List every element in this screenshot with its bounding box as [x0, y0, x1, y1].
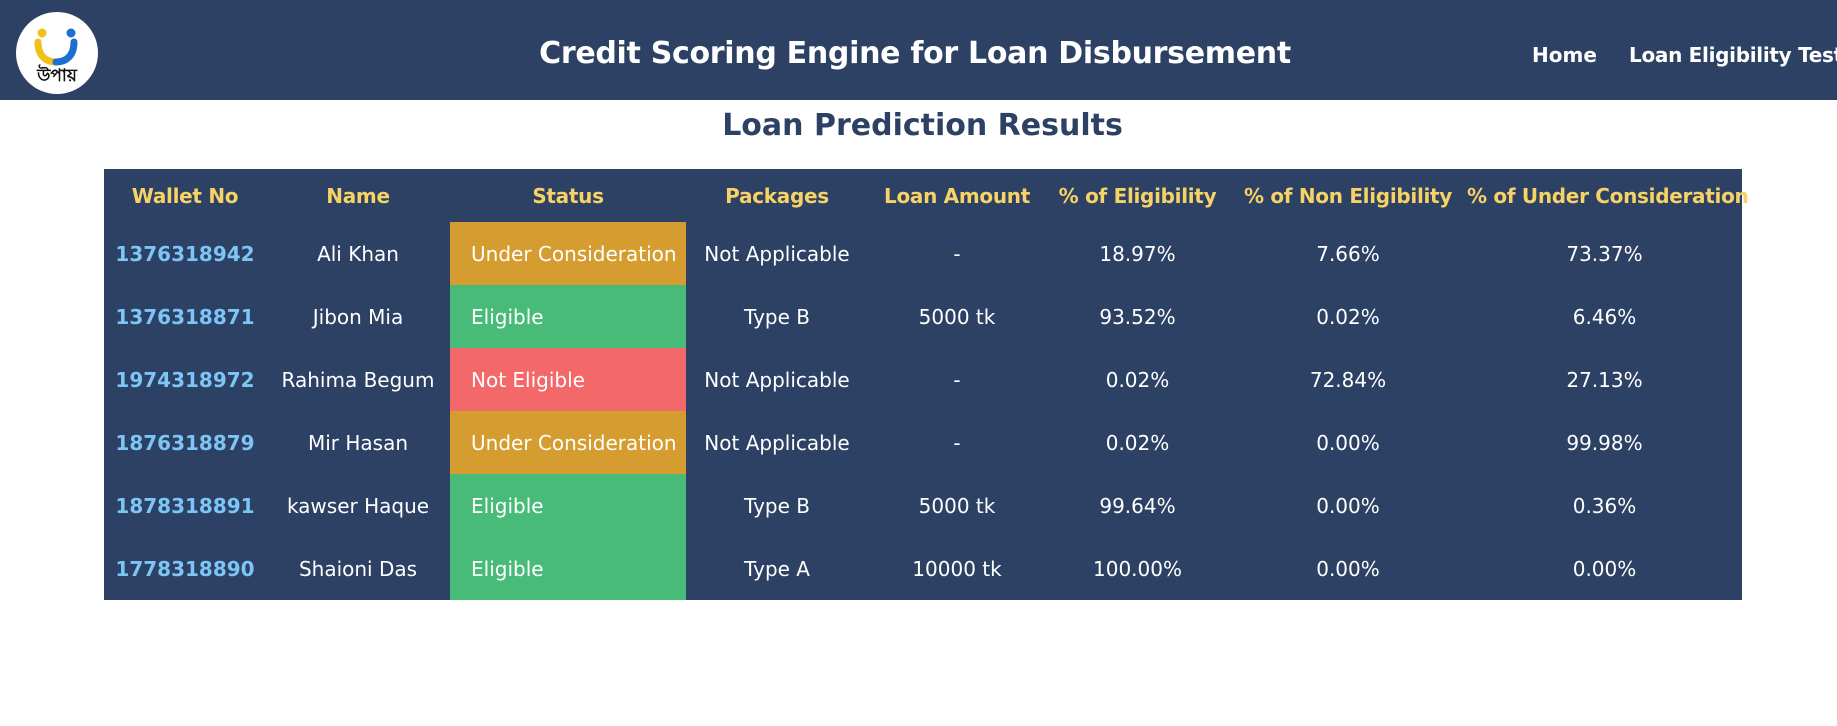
- table-row: 1974318972 Rahima Begum Not Eligible Not…: [104, 348, 1742, 411]
- nav-eligibility-test-link[interactable]: Loan Eligibility Test: [1629, 43, 1837, 67]
- non-eligibility-percent: 7.66%: [1316, 241, 1380, 266]
- table-row: 1376318942 Ali Khan Under Consideration …: [104, 222, 1742, 285]
- navbar: উপায় Credit Scoring Engine for Loan Dis…: [0, 0, 1837, 100]
- column-header-status: Status: [532, 183, 604, 208]
- table-row: 1376318871 Jibon Mia Eligible Type B 500…: [104, 285, 1742, 348]
- status-badge: Eligible: [450, 285, 686, 348]
- non-eligibility-percent: 0.00%: [1316, 556, 1380, 581]
- column-header-packages: Packages: [725, 183, 829, 208]
- under-consideration-percent: 99.98%: [1566, 430, 1643, 455]
- brand-logo[interactable]: উপায়: [16, 12, 98, 94]
- package-cell: Type A: [744, 556, 810, 581]
- status-badge: Not Eligible: [450, 348, 686, 411]
- column-header-wallet: Wallet No: [131, 183, 239, 208]
- package-cell: Type B: [743, 493, 810, 518]
- under-consideration-percent: 27.13%: [1566, 367, 1643, 392]
- eligibility-percent: 18.97%: [1099, 241, 1176, 266]
- column-header-eligibility: % of Eligibility: [1058, 183, 1217, 208]
- customer-name: Ali Khan: [317, 241, 399, 266]
- loan-amount-cell: 5000 tk: [918, 493, 996, 518]
- logo-text: উপায়: [37, 66, 77, 86]
- status-badge: Eligible: [450, 474, 686, 537]
- loan-amount-cell: 5000 tk: [918, 304, 996, 329]
- customer-name: Jibon Mia: [312, 304, 404, 329]
- column-header-loan-amount: Loan Amount: [884, 183, 1030, 208]
- status-badge: Eligible: [450, 537, 686, 600]
- package-cell: Not Applicable: [704, 241, 850, 266]
- non-eligibility-percent: 0.02%: [1316, 304, 1380, 329]
- column-header-name: Name: [326, 183, 390, 208]
- table-row: 1778318890 Shaioni Das Eligible Type A 1…: [104, 537, 1742, 600]
- under-consideration-percent: 0.36%: [1572, 493, 1637, 518]
- loan-amount-cell: -: [953, 241, 961, 266]
- loan-amount-cell: 10000 tk: [912, 556, 1002, 581]
- under-consideration-percent: 0.00%: [1572, 556, 1637, 581]
- under-consideration-percent: 73.37%: [1566, 241, 1643, 266]
- customer-name: Shaioni Das: [298, 556, 418, 581]
- eligibility-percent: 100.00%: [1093, 556, 1182, 581]
- status-badge: Under Consideration: [450, 411, 686, 474]
- column-header-non-eligibility: % of Non Eligibility: [1243, 183, 1453, 208]
- status-badge: Under Consideration: [450, 222, 686, 285]
- wallet-number-link[interactable]: 1876318879: [115, 430, 255, 455]
- package-cell: Type B: [743, 304, 810, 329]
- non-eligibility-percent: 0.00%: [1316, 430, 1380, 455]
- package-cell: Not Applicable: [704, 367, 850, 392]
- customer-name: Rahima Begum: [281, 367, 435, 392]
- table-row: 1876318879 Mir Hasan Under Consideration…: [104, 411, 1742, 474]
- nav-home-link[interactable]: Home: [1532, 43, 1597, 67]
- table-header-row: Wallet No Name Status Packages Loan Amou…: [104, 169, 1749, 222]
- wallet-number-link[interactable]: 1878318891: [115, 493, 255, 518]
- column-header-under-consideration: % of Under Consideration: [1467, 183, 1749, 208]
- loan-amount-cell: -: [953, 430, 961, 455]
- eligibility-percent: 99.64%: [1099, 493, 1176, 518]
- wallet-number-link[interactable]: 1376318871: [115, 304, 255, 329]
- logo-mark-icon: [34, 28, 78, 66]
- under-consideration-percent: 6.46%: [1572, 304, 1637, 329]
- eligibility-percent: 0.02%: [1105, 430, 1170, 455]
- results-table: Wallet No Name Status Packages Loan Amou…: [104, 169, 1749, 600]
- table-row: 1878318891 kawser Haque Eligible Type B …: [104, 474, 1742, 537]
- package-cell: Not Applicable: [704, 430, 850, 455]
- eligibility-percent: 93.52%: [1099, 304, 1176, 329]
- wallet-number-link[interactable]: 1778318890: [115, 556, 255, 581]
- wallet-number-link[interactable]: 1974318972: [115, 367, 255, 392]
- wallet-number-link[interactable]: 1376318942: [115, 241, 255, 266]
- eligibility-percent: 0.02%: [1105, 367, 1170, 392]
- app-title: Credit Scoring Engine for Loan Disbursem…: [539, 36, 1291, 71]
- non-eligibility-percent: 72.84%: [1309, 367, 1387, 392]
- loan-amount-cell: -: [953, 367, 961, 392]
- non-eligibility-percent: 0.00%: [1316, 493, 1380, 518]
- page-title: Loan Prediction Results: [722, 108, 1123, 143]
- customer-name: kawser Haque: [286, 493, 430, 518]
- customer-name: Mir Hasan: [307, 430, 409, 455]
